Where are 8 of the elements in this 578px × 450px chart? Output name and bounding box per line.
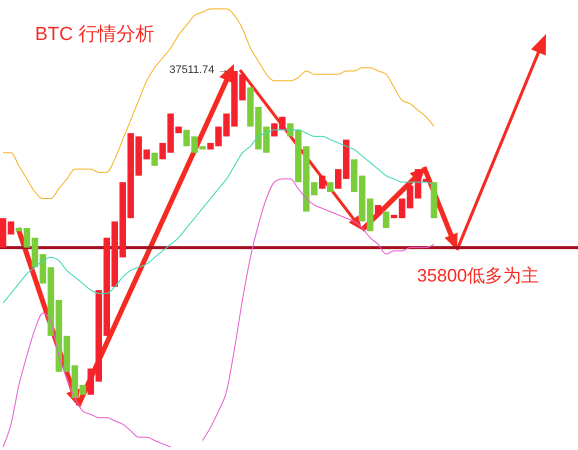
annotation: 37511.74 →: [169, 64, 228, 76]
chart-title: BTC 行情分析: [35, 24, 154, 45]
candlestick: [326, 182, 334, 192]
ref-line-label: 35800低多为主: [417, 266, 540, 286]
candlestick: [374, 204, 382, 216]
candlestick: [319, 175, 326, 190]
candlestick: [151, 152, 158, 166]
candlestick: [382, 211, 390, 228]
